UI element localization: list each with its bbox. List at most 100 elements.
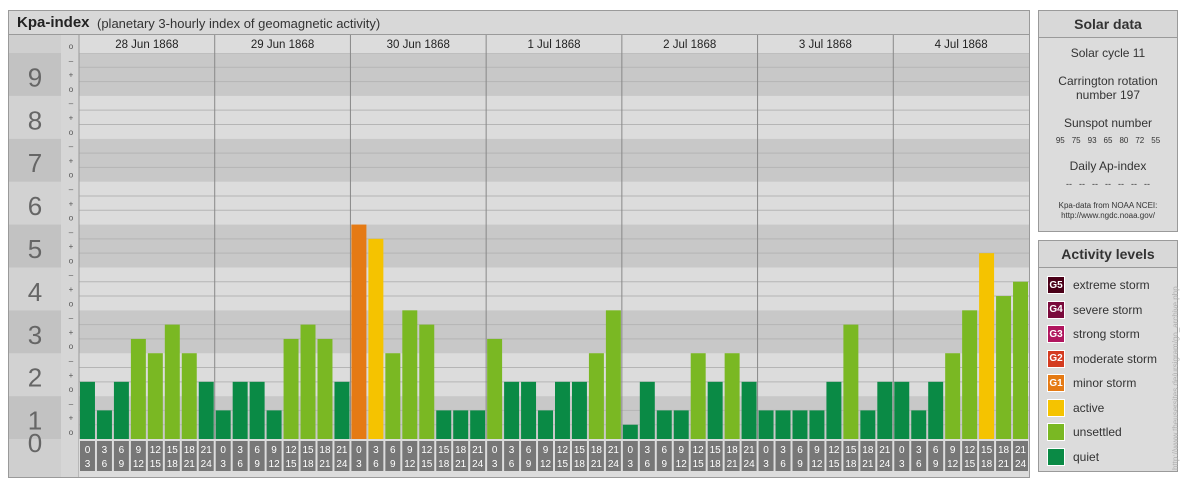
interval-start-label: 9 [136,445,142,456]
interval-end-label: 24 [1015,459,1027,470]
interval-start-label: 21 [744,445,756,456]
interval-end-label: 6 [237,459,243,470]
kp-bar [215,410,231,439]
sunspot-value: 65 [1103,136,1113,145]
interval-cell [470,441,486,471]
interval-start-label: 6 [119,445,125,456]
interval-start-label: 21 [201,445,213,456]
interval-cell [521,441,537,471]
interval-end-label: 24 [336,459,348,470]
kp-bar [368,238,384,439]
interval-end-label: 24 [472,459,484,470]
interval-start-label: 12 [693,445,705,456]
y-subtick-label: – [69,399,74,408]
kp-bar [1013,281,1028,439]
interval-cell [741,441,757,471]
y-subtick-label: o [69,385,74,394]
y-band [9,353,61,397]
kp-bar [96,410,112,439]
kp-bar [453,410,469,439]
interval-start-label: 18 [184,445,196,456]
kp-bar [877,381,893,439]
interval-start-label: 21 [472,445,484,456]
interval-cell [809,441,825,471]
interval-end-label: 9 [254,459,260,470]
day-label: 1 Jul 1868 [527,39,580,51]
interval-start-label: 3 [916,445,922,456]
kp-bar [385,353,401,439]
interval-start-label: 21 [336,445,348,456]
ap-value: -- [1144,179,1150,189]
kp-bar [283,338,299,439]
interval-end-label: 21 [862,459,874,470]
interval-start-label: 0 [899,445,905,456]
kp-bar [690,353,706,439]
day-label: 28 Jun 1868 [115,39,178,51]
y-subtick-label: o [69,171,74,180]
y-subtick-label: o [69,85,74,94]
kp-bar [860,410,876,439]
interval-start-label: 18 [998,445,1010,456]
interval-end-label: 18 [167,459,179,470]
kp-bar [996,296,1012,439]
interval-cell [843,441,859,471]
y-subtick-label: – [69,228,74,237]
sunspot-value: 80 [1119,136,1129,145]
y-tick-label: 9 [28,62,42,92]
interval-start-label: 12 [421,445,433,456]
interval-end-label: 18 [438,459,450,470]
interval-end-label: 15 [557,459,569,470]
interval-cell [164,441,180,471]
y-band [9,138,61,182]
activity-level-swatch: G2 [1047,349,1065,368]
interval-cell [181,441,197,471]
y-subtick-label: + [69,71,74,80]
interval-end-label: 21 [319,459,331,470]
interval-cell [215,441,231,471]
kp-bar [351,224,367,439]
y-subtick-label: – [69,357,74,366]
interval-start-label: 12 [828,445,840,456]
ap-value: -- [1079,179,1085,189]
interval-start-label: 15 [574,445,586,456]
interval-cell [673,441,689,471]
kp-bar [300,324,316,439]
interval-start-label: 3 [373,445,379,456]
day-label: 3 Jul 1868 [799,39,852,51]
grid-band [79,181,1029,225]
interval-end-label: 3 [356,459,362,470]
interval-start-label: 3 [645,445,651,456]
kp-bar [555,381,570,439]
activity-level-swatch: G4 [1047,300,1065,319]
kp-bar [402,310,418,439]
interval-end-label: 18 [981,459,993,470]
y-subtick-label: – [69,314,74,323]
y-band [9,310,61,354]
interval-cell [147,441,163,471]
interval-end-label: 3 [763,459,769,470]
kp-bar [113,381,129,439]
interval-end-label: 12 [811,459,823,470]
y-subtick-label: o [69,299,74,308]
interval-start-label: 6 [933,445,939,456]
interval-start-label: 18 [862,445,874,456]
y-tick-label: 8 [28,105,42,135]
kp-bar [639,381,655,439]
day-label: 4 Jul 1868 [935,39,988,51]
interval-start-label: 9 [271,445,277,456]
sunspot-value: 75 [1071,136,1081,145]
activity-level-swatch [1047,398,1065,417]
solar-cycle: Solar cycle 11 [1070,46,1146,60]
interval-cell [639,441,655,471]
interval-start-label: 3 [509,445,515,456]
interval-end-label: 18 [302,459,314,470]
y-tick-label: 1 [28,406,42,436]
activity-level-swatch [1047,423,1065,441]
day-label: 2 Jul 1868 [663,39,716,51]
interval-start-label: 3 [102,445,108,456]
y-band [9,181,61,225]
interval-start-label: 15 [845,445,857,456]
interval-cell [724,441,740,471]
interval-cell [962,441,978,471]
activity-level-swatch: G5 [1047,276,1065,294]
